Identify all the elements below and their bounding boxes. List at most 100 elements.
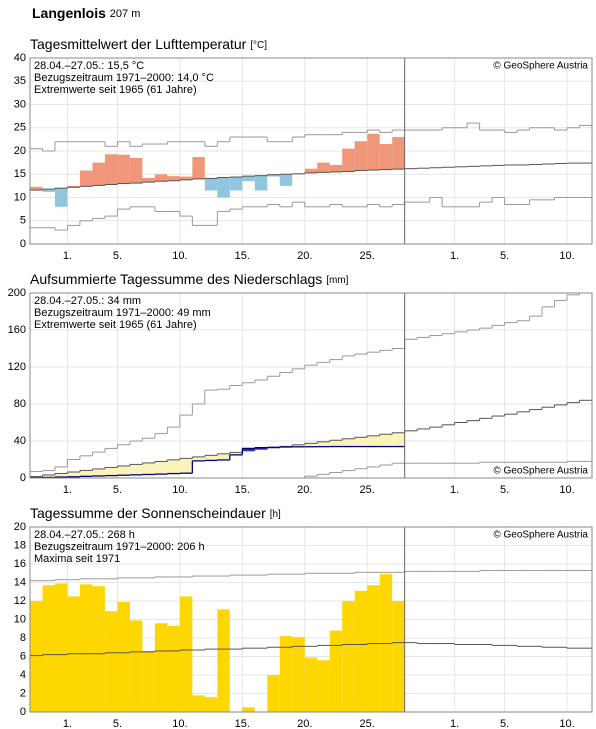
x-tick-label: 5. (500, 484, 509, 496)
bar (92, 586, 105, 712)
difference-area (154, 461, 168, 475)
elevation: 207 m (110, 8, 141, 20)
x-tick-label: 10. (172, 250, 187, 262)
y-tick-label: 20 (14, 145, 26, 157)
bar (30, 186, 43, 191)
plot-frame (29, 292, 593, 479)
y-tick-label: 10 (14, 191, 26, 203)
bar (117, 154, 130, 184)
bar (204, 697, 218, 712)
x-tick-label: 1. (450, 484, 459, 496)
annotation: Bezugszeitraum 1971–2000: 14,0 °C (34, 72, 214, 84)
bar (179, 176, 193, 180)
difference-area (242, 448, 255, 451)
x-tick-label: 25. (360, 484, 375, 496)
y-tick-label: 4 (20, 669, 26, 681)
difference-area (192, 456, 205, 461)
x-tick-label: 15. (235, 484, 250, 496)
difference-area (204, 455, 218, 461)
y-tick-label: 15 (14, 168, 26, 180)
y-tick-label: 16 (14, 558, 26, 570)
y-tick-label: 40 (14, 52, 26, 64)
bar (392, 137, 405, 170)
x-tick-label: 5. (500, 250, 509, 262)
difference-area (379, 434, 393, 447)
bar (79, 584, 93, 712)
y-tick-label: 20 (14, 521, 26, 533)
difference-area (254, 447, 268, 450)
y-tick-label: 10 (14, 613, 26, 625)
bar (267, 675, 280, 712)
title-text: Tagesmittelwert der Lufttemperatur (30, 36, 247, 52)
y-tick-label: 0 (20, 238, 26, 250)
bar (104, 154, 118, 185)
unit: [°C] (250, 40, 267, 51)
y-tick-label: 30 (14, 98, 26, 110)
x-tick-label: 10. (559, 718, 574, 729)
difference-area (317, 441, 330, 447)
x-tick-label: 1. (450, 250, 459, 262)
difference-area (54, 473, 68, 478)
y-tick-label: 25 (14, 122, 26, 134)
difference-area (229, 452, 243, 455)
bar (179, 596, 193, 712)
chart-title: Tagessumme der Sonnenscheindauer [h] (30, 505, 281, 521)
y-tick-label: 0 (20, 472, 26, 484)
y-tick-label: 12 (14, 595, 26, 607)
difference-area (167, 459, 180, 474)
annotation: Bezugszeitraum 1971–2000: 49 mm (34, 307, 211, 319)
bar (329, 630, 343, 712)
x-tick-label: 15. (235, 250, 250, 262)
annotation: Extremwerte seit 1965 (61 Jahre) (34, 84, 197, 96)
title-text: Tagessumme der Sonnenscheindauer (30, 505, 266, 521)
bar (154, 623, 168, 712)
bar (142, 177, 155, 183)
bar (54, 188, 68, 207)
difference-area (392, 432, 405, 447)
x-tick-label: 1. (63, 250, 72, 262)
bar (129, 157, 143, 184)
unit: [h] (270, 509, 281, 520)
bar (242, 707, 255, 712)
bar (342, 148, 355, 172)
bar (267, 174, 280, 177)
bar (167, 625, 180, 712)
annotation: Maxima seit 1971 (34, 553, 120, 565)
y-tick-label: 6 (20, 650, 26, 662)
bar (242, 176, 255, 182)
difference-area (142, 462, 155, 475)
y-tick-label: 40 (14, 435, 26, 447)
x-tick-label: 1. (63, 484, 72, 496)
y-tick-label: 35 (14, 75, 26, 87)
y-tick-label: 120 (8, 361, 26, 373)
x-tick-label: 10. (172, 484, 187, 496)
bar (142, 650, 155, 712)
difference-area (354, 437, 368, 447)
difference-area (129, 464, 143, 475)
y-tick-label: 160 (8, 324, 26, 336)
x-tick-label: 5. (113, 484, 122, 496)
x-tick-label: 10. (559, 250, 574, 262)
bar (254, 175, 268, 191)
bar (279, 174, 293, 186)
chart-title: Tagesmittelwert der Lufttemperatur [°C] (30, 36, 267, 52)
x-tick-label: 5. (113, 250, 122, 262)
bar (79, 170, 93, 187)
x-tick-label: 25. (360, 250, 375, 262)
y-tick-label: 80 (14, 398, 26, 410)
bar (392, 601, 405, 712)
bar (42, 585, 55, 712)
bar (217, 177, 230, 198)
y-tick-label: 8 (20, 632, 26, 644)
x-tick-label: 10. (172, 718, 187, 729)
copyright: © GeoSphere Austria (493, 530, 588, 541)
bar (317, 162, 330, 173)
difference-area (104, 467, 118, 476)
bar (154, 174, 168, 182)
x-tick-label: 25. (360, 718, 375, 729)
bar (354, 590, 368, 712)
bar (229, 177, 243, 191)
y-tick-label: 200 (8, 287, 26, 299)
bar (192, 157, 205, 179)
